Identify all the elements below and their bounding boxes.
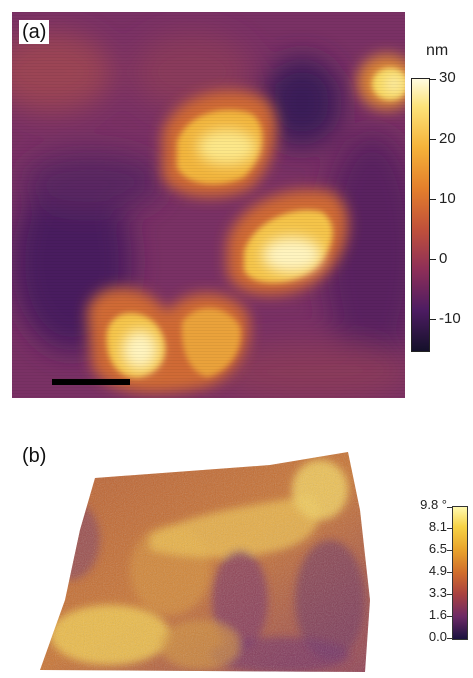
colorbar-b-ticklabel: 3.3 [428,585,447,600]
height-map [12,12,405,398]
colorbar-a-ticklabel: 20 [439,130,456,147]
colorbar-b-tick [447,528,452,529]
colorbar-a-ticklabel: 30 [439,69,456,86]
colorbar-b-ticklabel: 0.0 [428,629,447,644]
colorbar-b [452,506,468,640]
colorbar-a-unit: nm [426,42,449,59]
colorbar-a-tick [430,199,436,200]
scale-bar [52,379,130,385]
panel-label-b: (b) [22,445,47,467]
colorbar-a-tick [430,259,436,260]
colorbar-b-tick [447,616,452,617]
colorbar-a-ticklabel: 0 [439,250,448,267]
colorbar-b-tick [447,638,452,639]
colorbar-b-ticklabel: 6.5 [428,541,447,556]
colorbar-a-ticklabel: -10 [439,310,461,327]
colorbar-a-ticklabel: 10 [439,190,456,207]
colorbar-b-tick [447,507,452,508]
colorbar-b-ticklabel: 4.9 [428,563,447,578]
colorbar-b-tick [447,572,452,573]
afm-3d-phase-image [30,450,390,675]
colorbar-b-ticklabel: 1.6 [428,607,447,622]
colorbar-b-ticklabel: 9.8 ° [420,497,447,512]
colorbar-a-tick [430,79,436,80]
colorbar-b-tick [447,594,452,595]
colorbar-b-tick [447,550,452,551]
panel-label-a: (a) [19,20,50,44]
colorbar-a-tick [430,139,436,140]
surface-3d [40,452,370,672]
colorbar-a-tick [430,319,436,320]
colorbar-a [411,78,430,352]
afm-height-image [12,12,405,398]
colorbar-b-ticklabel: 8.1 [428,519,447,534]
